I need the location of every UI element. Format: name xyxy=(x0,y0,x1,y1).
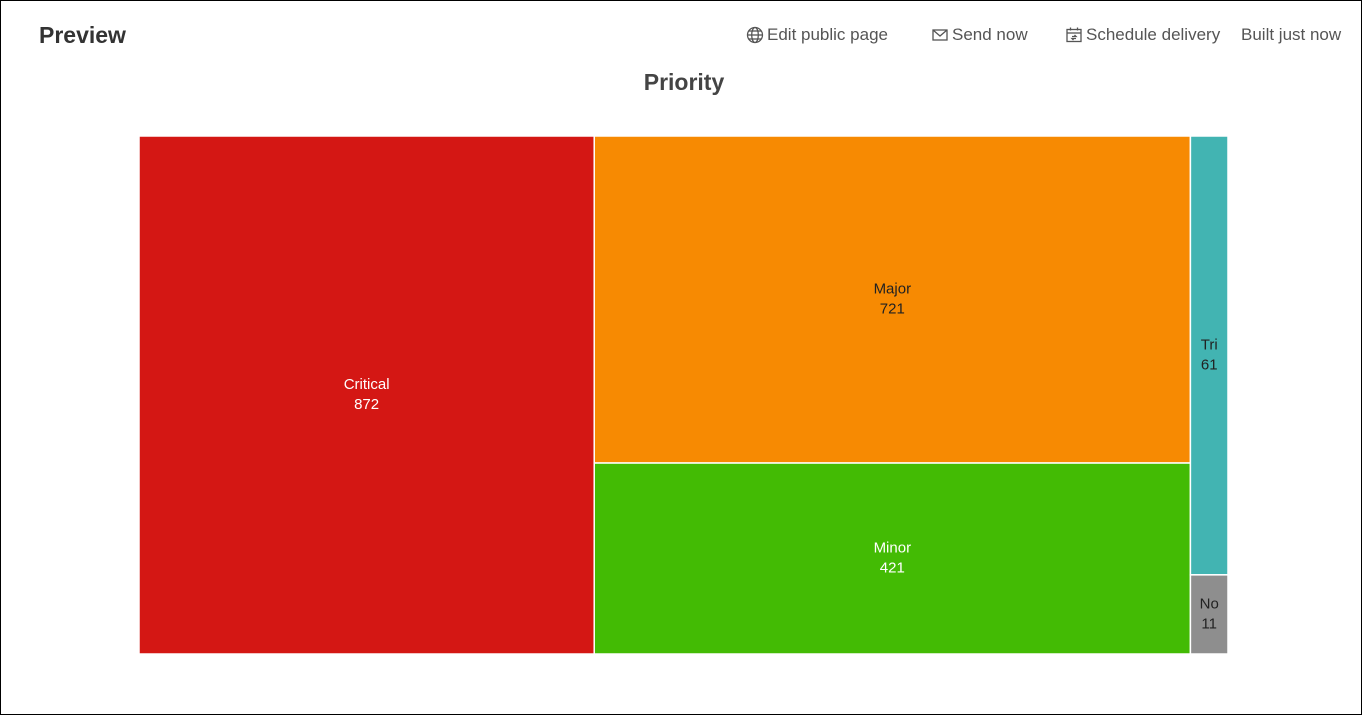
treemap-cell xyxy=(593,135,1192,464)
cell-label: Minor xyxy=(874,539,912,556)
globe-icon xyxy=(746,26,764,44)
cell-label: Critical xyxy=(344,376,390,393)
action-label: Edit public page xyxy=(767,25,888,44)
cell-label: Major xyxy=(874,280,912,297)
send-now-button[interactable]: Send now xyxy=(931,25,1028,45)
cell-value: 11 xyxy=(1201,615,1217,632)
treemap-cell xyxy=(1189,574,1229,655)
cell-value: 721 xyxy=(880,300,905,317)
treemap-cell xyxy=(593,462,1192,655)
build-status: Built just now xyxy=(1241,25,1341,45)
chart: Priority Critical 872 Major 721 Minor 421 Tri 6… xyxy=(138,69,1229,655)
chart-title: Priority xyxy=(644,69,725,95)
action-label: Schedule delivery xyxy=(1086,25,1221,44)
calendar-icon xyxy=(1066,27,1082,43)
action-label: Send now xyxy=(952,25,1028,44)
cell-label: Tri xyxy=(1201,336,1218,353)
status-label: Built just now xyxy=(1241,25,1342,44)
treemap-cell xyxy=(1189,135,1229,576)
treemap-cell xyxy=(138,135,595,655)
mail-icon xyxy=(932,29,948,41)
page-title: Preview xyxy=(39,22,126,48)
cell-value: 421 xyxy=(880,559,905,576)
edit-public-page-button[interactable]: Edit public page xyxy=(746,25,888,45)
cell-value: 61 xyxy=(1201,356,1218,373)
cell-label: No xyxy=(1200,595,1219,612)
cell-value: 872 xyxy=(354,396,379,413)
schedule-delivery-button[interactable]: Schedule delivery xyxy=(1065,25,1220,45)
